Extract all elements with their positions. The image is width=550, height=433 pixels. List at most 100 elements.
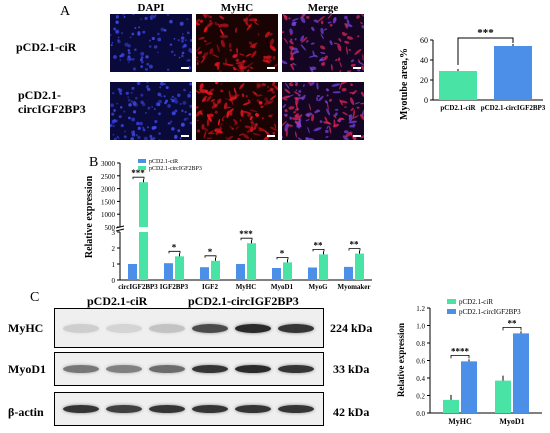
chart1-sig: *** [477,27,494,39]
chart2-ytick-label: 3 [112,229,116,237]
blot-band [235,323,271,333]
chart3-ytick-label: 0.4 [416,375,425,383]
blot-band [63,323,99,333]
blot-band [149,405,185,413]
chart3-sig-bracket [450,354,470,359]
chart2-sig-7: ** [350,240,360,250]
chart2-bar-ciR-1 [128,264,137,280]
chart2-ytick-label: 1 [112,261,116,269]
scale-bar [181,67,189,69]
blot-band [63,365,99,373]
chart1-xlabel-1: pCD2.1-ciR [440,104,476,112]
chart2-ytick-label: 2500 [101,173,116,181]
chart3-bar-circ-2 [513,333,529,413]
chart2-bar-circ-1-upper [139,182,148,227]
chart3-sig-bracket [502,326,522,331]
blot-band [278,405,314,413]
panel-b-label: B [89,155,99,170]
chart3-xlabel-2: MyoD1 [499,417,524,426]
chart1-sig-bracket [457,37,514,65]
chart3-bar-ciR-2 [495,380,511,413]
blot-label-myod1: MyoD1 [8,362,46,376]
chart2-legend-circ: pCD2.1-circIGF2BP3 [149,166,202,172]
chart1-ytick-label: 0 [424,96,428,105]
chart2-sig-3: * [208,247,213,257]
chart2-sig-bracket [168,250,181,254]
micrograph-myhc-row1 [196,14,278,72]
chart2-axis-break [115,228,125,232]
wb-quant-chart: Relative expression 0.0 0.2 0.4 0.6 0.8 1.0 1.… [396,298,542,426]
chart2-bar-circ-6 [319,254,328,280]
chart2-xlabel-7: Myomaker [337,283,370,291]
chart2-sig-bracket [348,248,361,251]
blot-band [106,365,142,373]
chart3-ytick-label: 0.6 [416,358,425,366]
chart2-ytick-label: 3000 [101,160,116,168]
col-title-dapi: DAPI [137,2,165,14]
chart1-bar-1 [439,71,477,100]
chart2-ylabel: Relative expression [84,175,95,258]
scale-bar [181,135,189,137]
panel-c-label: C [30,290,40,305]
chart2-sig-6: ** [314,240,324,250]
chart2-bar-ciR-2 [164,263,173,280]
micrograph-dapi-row1 [110,14,192,72]
myotube-area-chart: Myotube area,% 0 20 40 60 pCD2.1-ciR pCD2.1-c… [399,27,546,120]
chart3-xlabel-1: MyHC [448,417,472,426]
blot-band [235,405,271,413]
chart2-bar-circ-4 [247,243,256,280]
chart2-bar-circ-3 [211,260,220,280]
chart2-bar-circ-1-lower [139,232,148,280]
chart3-ytick-label: 1.0 [416,323,425,331]
chart2-legend-swatch-circ [138,166,146,170]
scale-bar [267,67,275,69]
kda-myhc: 224 kDa [330,321,373,335]
chart2-bar-ciR-6 [308,267,317,280]
chart2-bar-ciR-5 [272,268,281,280]
chart2-ytick-label: 500 [105,224,116,232]
blot-band [278,365,314,373]
kda-myod1: 33 kDa [333,362,370,376]
blot-band [192,365,228,373]
chart2-legend-swatch-ciR [138,159,146,163]
chart2-ytick-label: 1000 [101,211,116,219]
blot-band [106,323,142,333]
chart3-ytick-label: 0.2 [416,393,425,401]
chart2-bar-ciR-7 [344,266,353,280]
chart2-ytick-label: 0 [112,277,116,285]
wb-label-ciR: pCD2.1-ciR [87,294,148,308]
scale-bar [267,135,275,137]
chart3-ytick-label: 0.8 [416,340,425,348]
panel-a-label: A [60,4,71,19]
chart2-sig-5: * [280,248,285,258]
chart1-ylabel: Myotube area,% [399,48,410,120]
chart3-sig-1: **** [451,346,470,356]
col-title-merge: Merge [307,2,339,14]
micrograph-merge-row1 [282,14,364,72]
blot-band [149,323,185,333]
chart2-sig-2: * [172,242,177,252]
chart2-legend-ciR: pCD2.1-ciR [149,159,178,165]
micrograph-myhc-row2 [196,82,278,140]
blot-band [278,323,314,333]
blot-band [63,405,99,413]
chart3-ylabel: Relative expression [396,323,406,397]
blot-actin [54,392,324,426]
chart1-ytick-label: 40 [420,56,428,65]
row-label-circ: pCD2.1- circIGF2BP3 [18,88,86,116]
col-title-myhc: MyHC [220,2,254,14]
chart2-ytick-label: 2000 [101,186,116,194]
chart3-legend-swatch-circ [447,309,456,314]
chart3-legend-swatch-ciR [447,299,456,304]
chart2-xlabel-3: IGF2 [202,283,218,291]
chart3-bar-circ-1 [461,361,477,413]
blot-myod1 [54,352,324,386]
row-label-ciR: pCD2.1-ciR [16,40,77,54]
chart2-xlabel-1: circIGF2BP3 [118,283,158,291]
chart2-xlabel-6: MyoG [308,283,328,291]
blot-label-actin: β-actin [8,405,44,419]
blot-label-myhc: MyHC [8,321,44,335]
chart3-ytick-label: 0.0 [416,410,425,418]
micrograph-merge-row2 [282,82,364,140]
